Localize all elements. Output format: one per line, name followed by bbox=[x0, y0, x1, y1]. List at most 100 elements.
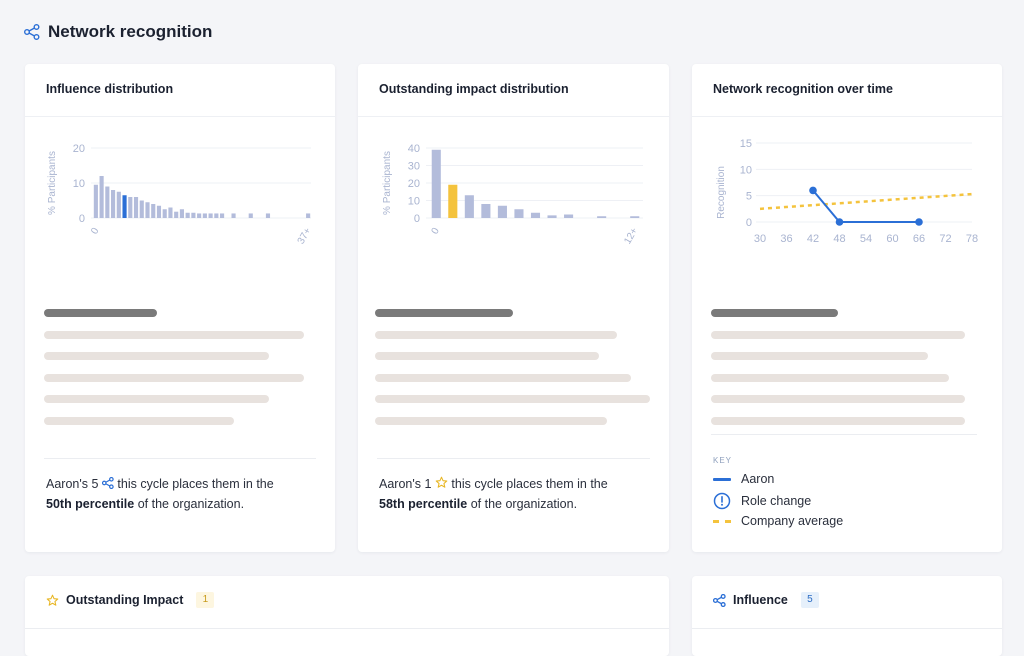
skeleton-heading bbox=[375, 309, 513, 317]
solid-line-icon bbox=[713, 477, 731, 481]
key-item-aaron: Aaron bbox=[713, 472, 774, 486]
histogram-bar bbox=[248, 213, 253, 218]
histogram-bar bbox=[99, 176, 104, 218]
y-tick-label: 10 bbox=[740, 164, 752, 176]
histogram-bar bbox=[162, 209, 167, 218]
y-tick-label: 10 bbox=[73, 178, 85, 190]
histogram-bar bbox=[448, 184, 458, 218]
skeleton-line bbox=[711, 331, 965, 339]
key-item-label: Company average bbox=[741, 514, 844, 528]
skeleton-line bbox=[44, 417, 234, 425]
skeleton-line bbox=[375, 374, 631, 382]
aaron-data-point bbox=[835, 218, 844, 226]
histogram-bar bbox=[464, 195, 474, 218]
histogram-bar bbox=[122, 195, 127, 218]
skeleton-line bbox=[711, 352, 928, 360]
x-tick-label: 12+ bbox=[622, 226, 640, 246]
x-tick-label: 30 bbox=[754, 233, 766, 245]
histogram-bar bbox=[431, 149, 441, 218]
skeleton-line bbox=[44, 374, 304, 382]
card-title: Network recognition over time bbox=[713, 82, 893, 96]
alert-circle-icon bbox=[713, 492, 731, 510]
impact-summary: Aaron's 1 this cycle places them in the … bbox=[379, 474, 654, 514]
section-title: Influence 5 bbox=[713, 592, 819, 608]
page-header: Network recognition bbox=[24, 18, 212, 46]
histogram-bar bbox=[306, 213, 311, 218]
skeleton-line bbox=[711, 374, 949, 382]
skeleton-line bbox=[375, 352, 599, 360]
y-axis-label: % Participants bbox=[47, 151, 58, 215]
x-tick-label: 72 bbox=[939, 233, 951, 245]
x-tick-label: 36 bbox=[780, 233, 792, 245]
histogram-bar bbox=[191, 212, 196, 218]
key-item-role-change: Role change bbox=[713, 492, 811, 510]
skeleton-line bbox=[375, 417, 607, 425]
section-title-text: Outstanding Impact bbox=[66, 593, 184, 607]
x-tick-label: 66 bbox=[913, 233, 925, 245]
histogram-bar bbox=[202, 213, 207, 218]
histogram-bar bbox=[111, 190, 116, 218]
histogram-bar bbox=[168, 207, 173, 218]
skeleton-heading bbox=[44, 309, 157, 317]
x-tick-label: 0 bbox=[430, 226, 443, 237]
recognition-over-time-card: Network recognition over time 0 5 10 15 30 36… bbox=[692, 64, 1002, 552]
y-tick-label: 0 bbox=[79, 213, 85, 225]
key-item-label: Role change bbox=[741, 494, 812, 508]
histogram-bar bbox=[547, 215, 557, 218]
histogram-bar bbox=[128, 197, 133, 218]
summary-text: this cycle places them in the bbox=[451, 477, 608, 491]
network-icon bbox=[101, 476, 114, 490]
y-tick-label: 5 bbox=[746, 191, 752, 203]
histogram-bar bbox=[481, 204, 491, 218]
network-icon bbox=[713, 593, 726, 607]
section-title-text: Influence bbox=[733, 593, 788, 607]
divider bbox=[377, 458, 650, 459]
histogram-bar bbox=[133, 197, 139, 218]
histogram-bar bbox=[231, 213, 236, 218]
x-tick-label: 37+ bbox=[296, 226, 314, 246]
key-label: KEY bbox=[713, 456, 733, 465]
histogram-bar bbox=[220, 213, 225, 218]
histogram-bar bbox=[174, 211, 179, 218]
summary-count: Aaron's 5 bbox=[46, 477, 99, 491]
x-tick-label: 60 bbox=[886, 233, 898, 245]
histogram-bar bbox=[139, 200, 144, 218]
histogram-bar bbox=[530, 212, 541, 218]
aaron-line bbox=[812, 189, 919, 223]
summary-percentile: 50th percentile bbox=[46, 497, 135, 511]
histogram-bar bbox=[564, 214, 574, 218]
histogram-bar bbox=[185, 212, 190, 218]
histogram-bar bbox=[151, 204, 156, 218]
recognition-line-chart: 0 5 10 15 30 36 42 48 54 60 66 72 78 Recognition bbox=[716, 138, 978, 245]
outstanding-impact-section: Outstanding Impact 1 bbox=[25, 576, 669, 656]
star-icon bbox=[435, 476, 448, 488]
skeleton-line bbox=[44, 395, 269, 403]
impact-distribution-card: Outstanding impact distribution 0 10 20 30 4… bbox=[358, 64, 669, 552]
histogram-bar bbox=[156, 205, 162, 218]
histogram-bar bbox=[179, 209, 184, 218]
divider bbox=[25, 628, 669, 629]
histogram-bar bbox=[145, 202, 150, 218]
divider bbox=[711, 434, 977, 435]
y-tick-label: 20 bbox=[408, 178, 420, 190]
histogram-bar bbox=[93, 184, 98, 218]
histogram-bar bbox=[265, 213, 271, 218]
influence-summary: Aaron's 5 this cycle places them in the … bbox=[46, 474, 321, 514]
histogram-bar bbox=[514, 209, 524, 218]
skeleton-line bbox=[711, 417, 965, 425]
divider bbox=[25, 116, 335, 117]
histogram-bar bbox=[214, 213, 219, 218]
divider bbox=[692, 628, 1002, 629]
impact-histogram: 0 10 20 30 40 % Participants 0 12+ bbox=[382, 143, 643, 246]
key-item-company-average: Company average bbox=[713, 514, 843, 528]
x-tick-label: 78 bbox=[966, 233, 978, 245]
histogram-bar bbox=[197, 213, 202, 218]
histogram-bar bbox=[208, 213, 213, 218]
skeleton-line bbox=[711, 395, 965, 403]
histogram-bar bbox=[105, 186, 110, 218]
y-axis-label: % Participants bbox=[382, 151, 393, 215]
y-tick-label: 0 bbox=[746, 217, 752, 229]
histogram-bar bbox=[497, 205, 507, 218]
count-badge: 1 bbox=[196, 592, 215, 608]
skeleton-line bbox=[375, 395, 650, 403]
